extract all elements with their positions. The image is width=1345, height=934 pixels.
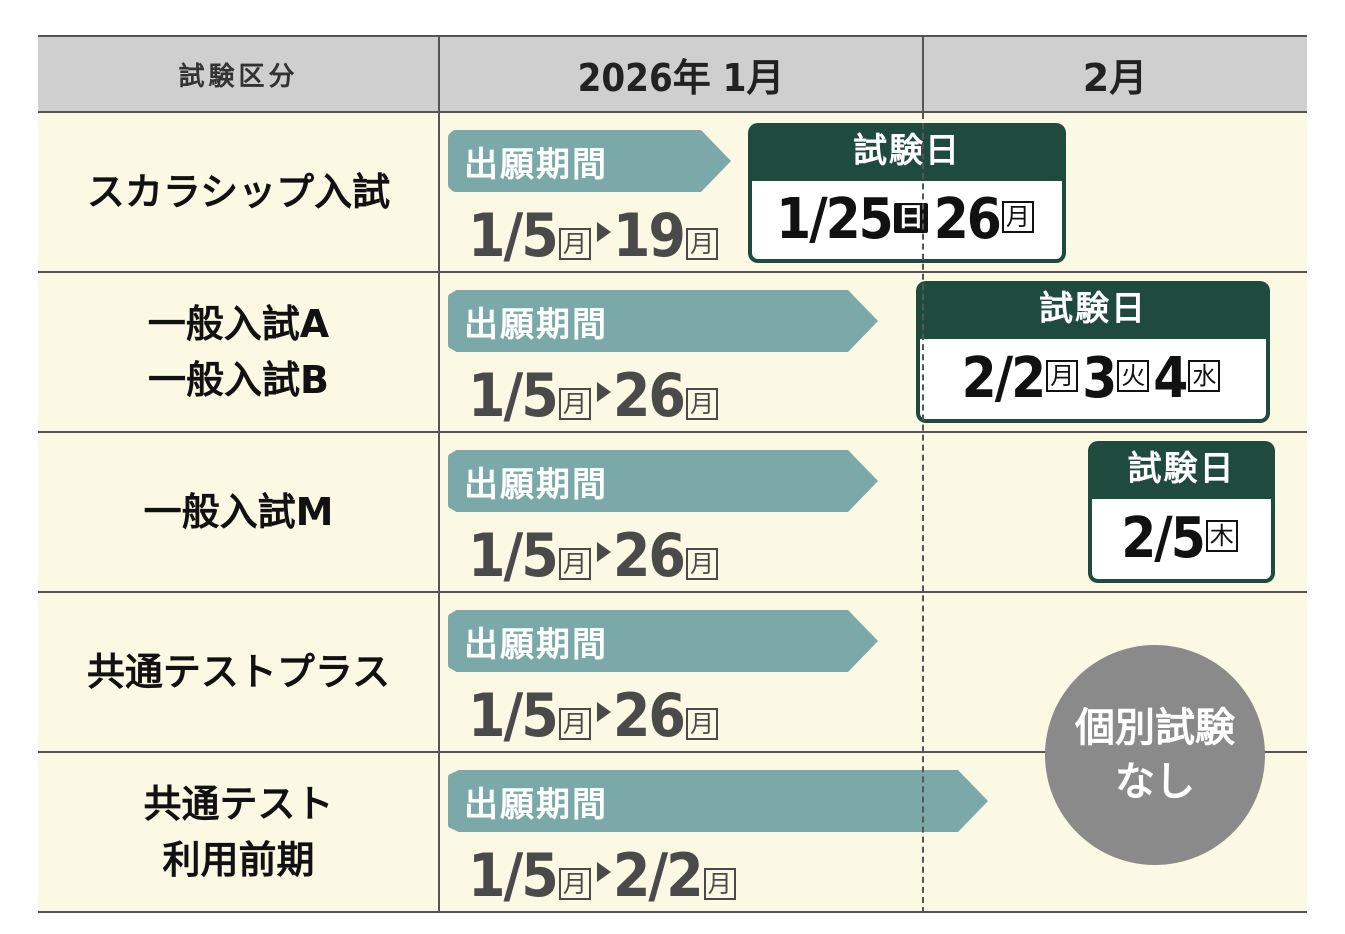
application-dates: 1/5 月 19 月 bbox=[468, 196, 722, 266]
table-row: 一般入試M 出願期間 1/5 月 26 月 試験日 2/5 木 bbox=[38, 433, 1307, 593]
arrow-right-icon bbox=[596, 382, 611, 402]
application-dates: 1/5 月 2/2 月 bbox=[468, 836, 740, 906]
header-january: 2026年 1月 bbox=[577, 55, 785, 100]
application-period-arrow: 出願期間 bbox=[448, 130, 731, 192]
arrow-right-icon bbox=[596, 222, 611, 242]
row-label: 一般入試A 一般入試B bbox=[147, 302, 330, 402]
arrow-right-icon bbox=[596, 702, 611, 722]
application-dates: 1/5 月 26 月 bbox=[468, 356, 722, 426]
arrow-right-icon bbox=[596, 862, 611, 882]
schedule-table: 試験区分 2026年 1月 2月 スカラシップ入試 出願期間 1/5 月 19 月 試… bbox=[38, 35, 1307, 913]
application-period-arrow: 出願期間 bbox=[448, 290, 878, 352]
exam-day-box: 試験日 2/5 木 bbox=[1088, 441, 1275, 583]
row-label: 一般入試M bbox=[143, 490, 334, 534]
application-dates: 1/5 月 26 月 bbox=[468, 516, 722, 586]
table-row: 共通テストプラス 出願期間 1/5 月 26 月 bbox=[38, 593, 1307, 753]
month-divider-dashed bbox=[922, 113, 924, 913]
header-category: 試験区分 bbox=[178, 61, 299, 92]
application-period-arrow: 出願期間 bbox=[448, 610, 878, 672]
header-february: 2月 bbox=[1082, 55, 1148, 100]
table-row: 一般入試A 一般入試B 出願期間 1/5 月 26 月 試験日 2/2 月 3 火 4 水 bbox=[38, 273, 1307, 433]
application-period-arrow: 出願期間 bbox=[448, 770, 988, 832]
no-individual-exam-badge: 個別試験 なし bbox=[1045, 645, 1265, 865]
exam-day-box: 試験日 2/2 月 3 火 4 水 bbox=[916, 281, 1270, 423]
row-label: スカラシップ入試 bbox=[86, 170, 391, 214]
table-header: 試験区分 2026年 1月 2月 bbox=[38, 35, 1307, 113]
column-divider bbox=[438, 35, 440, 913]
row-label: 共通テストプラス bbox=[86, 650, 391, 694]
arrow-right-icon bbox=[596, 542, 611, 562]
exam-day-box: 試験日 1/25 日 26 月 bbox=[748, 123, 1066, 263]
row-label: 共通テスト 利用前期 bbox=[143, 782, 334, 882]
table-row: スカラシップ入試 出願期間 1/5 月 19 月 試験日 1/25 日 26 月 bbox=[38, 113, 1307, 273]
application-dates: 1/5 月 26 月 bbox=[468, 676, 722, 746]
column-divider bbox=[922, 35, 924, 113]
application-period-arrow: 出願期間 bbox=[448, 450, 878, 512]
